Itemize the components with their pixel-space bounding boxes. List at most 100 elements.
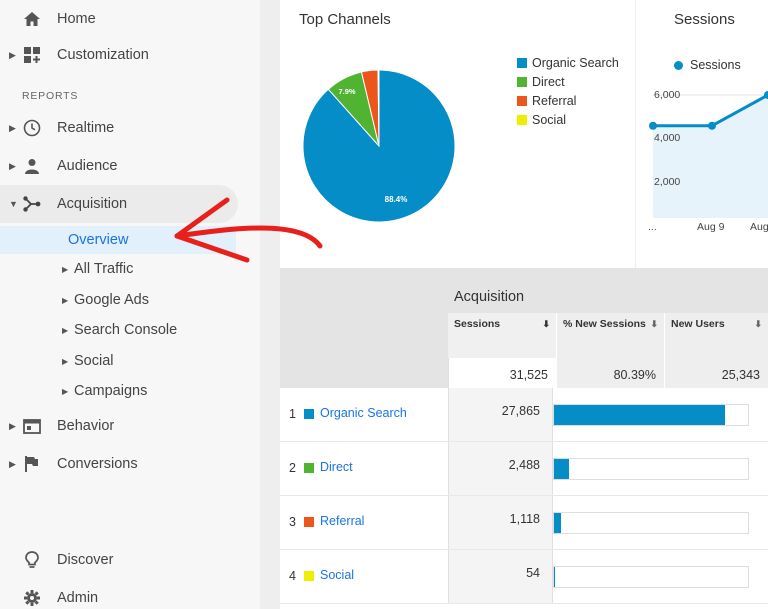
sidebar-item-social[interactable]: ▶ Social bbox=[0, 347, 260, 375]
column-header-new-sessions[interactable]: % New Sessions ⬇ bbox=[557, 313, 664, 358]
row-index: 4 bbox=[289, 569, 296, 583]
sidebar-item-label: Google Ads bbox=[74, 292, 149, 308]
sessions-point[interactable] bbox=[708, 121, 716, 130]
sessions-bar-fill bbox=[554, 405, 726, 425]
top-channels-card: Top Channels 88.4% 7.9% Organic Search D… bbox=[280, 0, 635, 268]
sidebar-item-acquisition[interactable]: ▼ Acquisition bbox=[0, 185, 238, 223]
sidebar-item-behavior[interactable]: ▶ Behavior bbox=[0, 407, 260, 445]
sidebar-item-audience[interactable]: ▶ Audience bbox=[0, 147, 260, 185]
column-header-new-users[interactable]: New Users ⬇ bbox=[665, 313, 768, 358]
row-color-swatch bbox=[304, 409, 314, 419]
table-group-title: Acquisition bbox=[454, 289, 525, 305]
y-tick-label: 4,000 bbox=[654, 132, 681, 144]
channel-link[interactable]: Organic Search bbox=[320, 406, 407, 420]
sort-desc-icon: ⬇ bbox=[542, 319, 550, 329]
sessions-bar-fill bbox=[554, 459, 570, 479]
sessions-point[interactable] bbox=[764, 91, 768, 99]
sidebar-item-label: Campaigns bbox=[74, 383, 148, 399]
legend-label: Direct bbox=[532, 75, 565, 89]
caret-right-icon: ▶ bbox=[62, 264, 69, 274]
home-icon bbox=[22, 9, 42, 29]
sessions-bar bbox=[553, 512, 749, 534]
total-new-sessions: 80.39% bbox=[557, 358, 664, 388]
annotation-arrow bbox=[174, 197, 323, 263]
clock-icon bbox=[22, 118, 42, 138]
top-channels-pie-chart: 88.4% 7.9% bbox=[302, 69, 456, 223]
table-group-header: Acquisition bbox=[448, 268, 768, 313]
sidebar-item-label: Behavior bbox=[57, 418, 115, 434]
caret-right-icon: ▶ bbox=[9, 160, 16, 171]
sidebar-item-label: Realtime bbox=[57, 120, 115, 136]
sidebar: Home ▶ Customization REPORTS ▶ Realtime … bbox=[0, 0, 260, 609]
legend-item-social: Social bbox=[517, 113, 566, 127]
channel-link[interactable]: Referral bbox=[320, 514, 365, 528]
sidebar-item-admin[interactable]: Admin bbox=[0, 579, 260, 609]
sidebar-item-overview[interactable]: Overview bbox=[0, 226, 236, 254]
sidebar-item-label: All Traffic bbox=[74, 261, 134, 277]
table-header-blank bbox=[280, 268, 448, 388]
sidebar-item-label: Search Console bbox=[74, 322, 178, 338]
total-sessions: 31,525 bbox=[448, 358, 556, 388]
column-header-label: % New Sessions bbox=[563, 318, 646, 330]
caret-right-icon: ▶ bbox=[62, 295, 69, 305]
legend-label: Social bbox=[532, 113, 567, 127]
person-icon bbox=[22, 156, 42, 176]
legend-swatch bbox=[517, 115, 527, 125]
reports-section-label: REPORTS bbox=[22, 90, 79, 102]
sidebar-item-search-console[interactable]: ▶ Search Console bbox=[0, 316, 260, 344]
sessions-point[interactable] bbox=[649, 121, 657, 130]
sessions-bar bbox=[553, 404, 749, 426]
sort-icon: ⬇ bbox=[754, 319, 762, 329]
row-sessions-value: 27,865 bbox=[448, 388, 553, 441]
sidebar-item-conversions[interactable]: ▶ Conversions bbox=[0, 445, 260, 483]
caret-right-icon: ▶ bbox=[62, 356, 69, 366]
dashboard-icon bbox=[22, 45, 42, 65]
caret-right-icon: ▶ bbox=[62, 386, 69, 396]
channel-link[interactable]: Social bbox=[320, 568, 355, 582]
main-content: Top Channels 88.4% 7.9% Organic Search D… bbox=[260, 0, 768, 609]
sidebar-item-home[interactable]: Home bbox=[0, 0, 260, 38]
pie-slice-social[interactable] bbox=[377, 69, 380, 147]
sidebar-item-all-traffic[interactable]: ▶ All Traffic bbox=[0, 255, 260, 283]
gear-icon bbox=[22, 588, 42, 608]
legend-label: Organic Search bbox=[532, 56, 619, 70]
y-tick-label: 6,000 bbox=[654, 89, 681, 101]
browser-window-icon bbox=[22, 416, 42, 436]
row-index: 3 bbox=[289, 515, 296, 529]
row-sessions-value: 1,118 bbox=[448, 496, 553, 549]
sessions-card: Sessions Sessions 6,000 4,000 2,000 ... … bbox=[636, 0, 768, 268]
sidebar-item-campaigns[interactable]: ▶ Campaigns bbox=[0, 377, 260, 405]
pie-label-organic: 88.4% bbox=[385, 195, 408, 204]
sidebar-item-customization[interactable]: ▶ Customization bbox=[0, 36, 260, 74]
table-row: 2 Direct 2,488 bbox=[280, 442, 768, 496]
caret-down-icon: ▼ bbox=[9, 199, 18, 209]
table-row: 3 Referral 1,118 bbox=[280, 496, 768, 550]
lightbulb-icon bbox=[22, 550, 42, 570]
x-tick-label: Aug bbox=[750, 221, 768, 233]
column-header-label: New Users bbox=[671, 318, 725, 330]
sidebar-item-label: Admin bbox=[57, 590, 99, 606]
legend-item-referral: Referral bbox=[517, 94, 576, 108]
sidebar-item-label: Home bbox=[57, 11, 96, 27]
pie-slice-organic[interactable] bbox=[302, 69, 456, 223]
sidebar-item-discover[interactable]: Discover bbox=[0, 541, 260, 579]
sidebar-item-realtime[interactable]: ▶ Realtime bbox=[0, 109, 260, 147]
legend-swatch bbox=[517, 58, 527, 68]
sidebar-item-label: Discover bbox=[57, 552, 114, 568]
sessions-area bbox=[653, 95, 768, 218]
legend-swatch bbox=[517, 77, 527, 87]
card-title: Top Channels bbox=[299, 11, 391, 28]
sessions-line-chart bbox=[649, 91, 768, 218]
legend-item-direct: Direct bbox=[517, 75, 565, 89]
row-sessions-value: 54 bbox=[448, 550, 553, 603]
row-color-swatch bbox=[304, 517, 314, 527]
column-header-sessions[interactable]: Sessions ⬇ bbox=[448, 313, 556, 358]
total-new-users: 25,343 bbox=[665, 358, 768, 388]
row-color-swatch bbox=[304, 571, 314, 581]
column-header-label: Sessions bbox=[454, 318, 501, 330]
sidebar-item-google-ads[interactable]: ▶ Google Ads bbox=[0, 286, 260, 314]
row-index: 2 bbox=[289, 461, 296, 475]
legend-swatch bbox=[517, 96, 527, 106]
channel-link[interactable]: Direct bbox=[320, 460, 353, 474]
